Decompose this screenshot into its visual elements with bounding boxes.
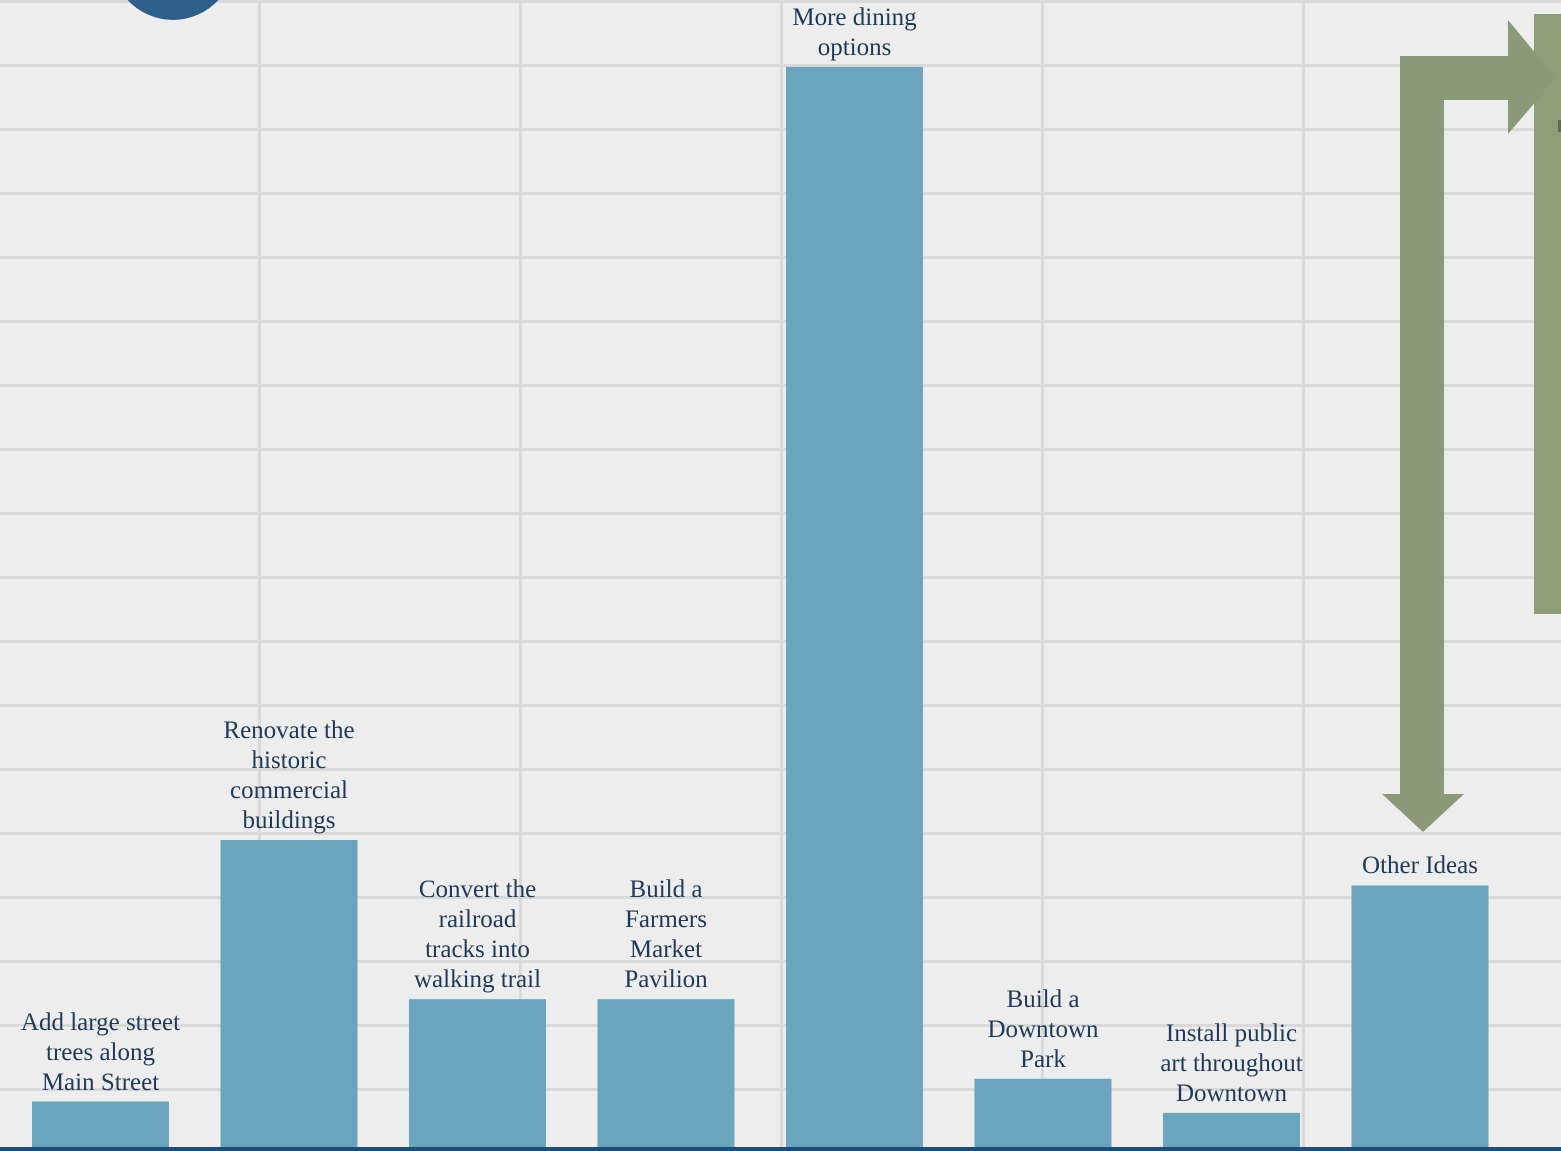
bar-label-2: Renovate the historic commercial buildings xyxy=(194,716,384,836)
bar-label-line: buildings xyxy=(242,807,336,834)
bar-2 xyxy=(220,840,358,1147)
bar-8 xyxy=(1351,885,1489,1147)
bar-label-line: Install public xyxy=(1165,1019,1298,1047)
bar-label-line: Main Street xyxy=(41,1068,160,1096)
bar-label-line: More dining xyxy=(792,3,917,31)
bar-label-line: Park xyxy=(1020,1045,1066,1073)
bar-label-line: railroad xyxy=(438,906,517,934)
bar-5 xyxy=(786,66,923,1147)
bar-4 xyxy=(597,999,735,1147)
bar-label-4: Build a Farmers Market Pavilion xyxy=(571,875,761,995)
bar-label-line: Downtown xyxy=(1175,1079,1288,1107)
bar-7 xyxy=(1163,1112,1300,1147)
x-axis-line xyxy=(0,1147,1561,1151)
bar-3 xyxy=(409,999,546,1147)
bar-label-line: Market xyxy=(629,936,703,964)
bar-label-6: Build a Downtown Park xyxy=(948,985,1138,1075)
bar-label-8: Other Ideas xyxy=(1325,851,1515,881)
bar-label-line: Downtown xyxy=(987,1015,1099,1043)
bar-label-line: trees along xyxy=(46,1038,155,1066)
bar-label-line: Renovate the xyxy=(223,717,355,744)
elbow-arrow-icon xyxy=(1382,20,1556,832)
bar-label-line: historic xyxy=(251,747,327,774)
bar-label-line: commercial xyxy=(230,777,348,804)
bar-label-3: Convert the railroad tracks into walking tr… xyxy=(383,875,573,995)
bars-group xyxy=(32,66,1489,1147)
bar-label-line: tracks into xyxy=(425,936,530,964)
bar-label-line: art throughout xyxy=(1160,1049,1303,1077)
bar-label-line: Convert the xyxy=(418,876,537,904)
bar-1 xyxy=(32,1101,169,1147)
bar-label-1: Add large street trees along Main Street xyxy=(6,1008,196,1098)
bar-label-line: options xyxy=(817,33,892,61)
bar-label-line: Other Ideas xyxy=(1362,852,1478,880)
bar-label-line: Add large street xyxy=(20,1008,181,1036)
bar-label-5: More dining options xyxy=(760,3,950,63)
bar-label-line: Build a xyxy=(1006,985,1080,1013)
bar-6 xyxy=(974,1078,1112,1147)
bar-label-line: Build a xyxy=(629,876,703,904)
bar-label-line: Pavilion xyxy=(624,966,708,994)
side-panel xyxy=(1534,14,1561,614)
bar-label-line: walking trail xyxy=(413,966,542,994)
bar-label-line: Farmers xyxy=(625,906,707,934)
bar-label-7: Install public art throughout Downtown xyxy=(1137,1019,1327,1109)
side-panel-mark xyxy=(1558,120,1561,132)
